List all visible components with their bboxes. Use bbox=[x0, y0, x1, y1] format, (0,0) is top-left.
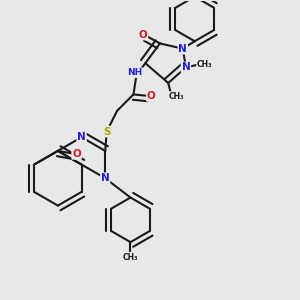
Text: CH₃: CH₃ bbox=[197, 60, 212, 69]
Text: N: N bbox=[101, 173, 110, 183]
Text: N: N bbox=[182, 62, 190, 72]
Text: O: O bbox=[72, 149, 81, 159]
Text: O: O bbox=[139, 29, 147, 40]
Text: N: N bbox=[77, 132, 86, 142]
Text: CH₃: CH₃ bbox=[123, 253, 138, 262]
Text: NH: NH bbox=[127, 68, 142, 77]
Text: CH₃: CH₃ bbox=[169, 92, 184, 101]
Text: S: S bbox=[103, 127, 110, 136]
Text: O: O bbox=[147, 91, 156, 101]
Text: N: N bbox=[178, 44, 187, 54]
